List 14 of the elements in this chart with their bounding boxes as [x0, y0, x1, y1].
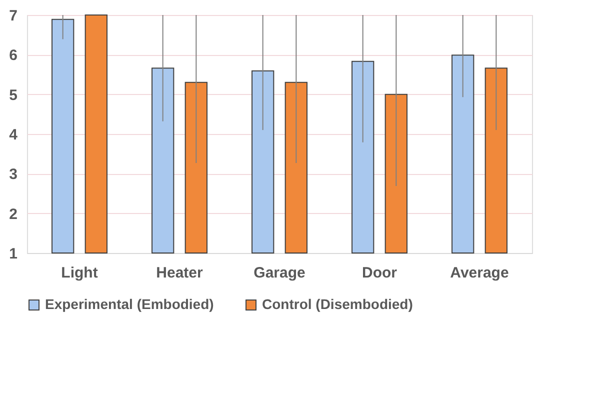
legend-label: Control (Disembodied) [262, 296, 413, 312]
y-tick-label: 5 [9, 86, 18, 104]
legend-label: Experimental (Embodied) [45, 296, 214, 312]
x-tick-label: Light [61, 264, 98, 282]
y-tick-label: 4 [9, 126, 18, 144]
y-tick-label: 2 [9, 206, 18, 223]
x-tick-label: Garage [254, 264, 306, 282]
x-tick-label: Heater [156, 264, 204, 282]
y-tick-label: 7 [9, 8, 18, 24]
y-tick-label: 3 [9, 166, 18, 184]
x-tick-label: Door [362, 264, 398, 282]
y-tick-label: 1 [9, 246, 18, 262]
x-tick-label: Average [450, 264, 509, 282]
y-tick-label: 6 [9, 47, 18, 64]
